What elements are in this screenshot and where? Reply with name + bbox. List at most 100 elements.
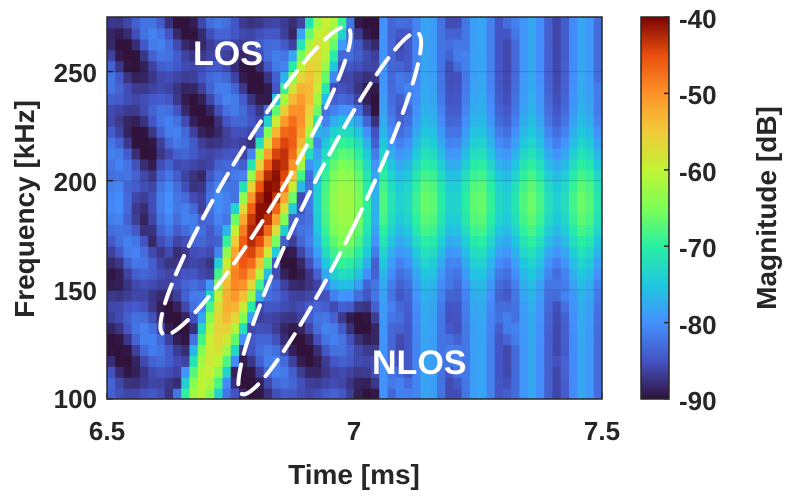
heatmap-cell xyxy=(346,82,356,94)
heatmap-cell xyxy=(503,388,512,399)
heatmap-cell xyxy=(189,278,199,291)
heatmap-cell xyxy=(412,355,422,367)
heatmap-cell xyxy=(379,344,389,356)
heatmap-cell xyxy=(593,213,602,225)
heatmap-cell xyxy=(461,377,471,389)
heatmap-cell xyxy=(527,60,537,73)
heatmap-cell xyxy=(206,257,215,269)
heatmap-cell xyxy=(247,158,257,171)
heatmap-cell xyxy=(305,158,314,171)
heatmap-cell xyxy=(280,333,290,346)
heatmap-cell xyxy=(107,38,116,51)
heatmap-cell xyxy=(420,388,430,399)
heatmap-cell xyxy=(123,202,133,215)
heatmap-cell xyxy=(453,49,463,62)
heatmap-cell xyxy=(107,246,116,258)
heatmap-cell xyxy=(329,311,339,324)
heatmap-cell xyxy=(404,289,413,302)
heatmap-cell xyxy=(527,82,537,94)
heatmap-cell xyxy=(494,71,504,84)
heatmap-cell xyxy=(354,17,364,29)
heatmap-cell xyxy=(362,180,372,193)
heatmap-cell xyxy=(577,333,587,346)
heatmap-cell xyxy=(362,104,372,116)
heatmap-cell xyxy=(354,289,364,302)
heatmap-cell xyxy=(560,147,570,160)
heatmap-cell xyxy=(527,235,537,247)
heatmap-cell xyxy=(239,377,248,389)
heatmap-cell xyxy=(305,344,314,356)
heatmap-cell xyxy=(412,180,422,193)
heatmap-cell xyxy=(173,104,182,116)
heatmap-cell xyxy=(321,93,331,105)
heatmap-cell xyxy=(107,235,116,247)
heatmap-cell xyxy=(552,278,562,291)
heatmap-cell xyxy=(585,235,595,247)
heatmap-cell xyxy=(445,300,455,313)
heatmap-cell xyxy=(461,344,471,356)
heatmap-cell xyxy=(164,224,174,236)
heatmap-cell xyxy=(494,235,504,247)
heatmap-cell xyxy=(338,246,347,258)
heatmap-cell xyxy=(346,60,356,73)
heatmap-cell xyxy=(395,126,405,138)
heatmap-cell xyxy=(338,126,347,138)
heatmap-cell xyxy=(280,311,290,324)
heatmap-cell xyxy=(272,300,281,313)
heatmap-cell xyxy=(288,137,298,149)
heatmap-cell xyxy=(453,82,463,94)
heatmap-cell xyxy=(263,93,273,105)
heatmap-cell xyxy=(263,300,273,313)
heatmap-cell xyxy=(321,71,331,84)
heatmap-cell xyxy=(164,268,174,280)
heatmap-cell xyxy=(115,104,125,116)
heatmap-cell xyxy=(569,49,578,62)
colorbar-tick-label--60: -60 xyxy=(679,157,717,187)
heatmap-cell xyxy=(272,169,281,182)
heatmap-cell xyxy=(181,246,191,258)
heatmap-cell xyxy=(346,246,356,258)
heatmap-cell xyxy=(222,104,232,116)
heatmap-cell xyxy=(387,300,397,313)
heatmap-cell xyxy=(140,213,149,225)
heatmap-cell xyxy=(272,27,281,40)
heatmap-cell xyxy=(164,213,174,225)
heatmap-cell xyxy=(503,17,512,29)
heatmap-cell xyxy=(148,104,158,116)
heatmap-cell xyxy=(255,278,265,291)
heatmap-cell xyxy=(437,93,446,105)
heatmap-cell xyxy=(255,388,265,399)
heatmap-cell xyxy=(569,322,578,335)
heatmap-cell xyxy=(131,104,141,116)
heatmap-cell xyxy=(140,49,149,62)
heatmap-cell xyxy=(305,180,314,193)
heatmap-cell xyxy=(296,246,306,258)
heatmap-cell xyxy=(272,38,281,51)
heatmap-cell xyxy=(494,388,504,399)
heatmap-cell xyxy=(527,311,537,324)
heatmap-cell xyxy=(387,202,397,215)
heatmap-cell xyxy=(354,388,364,399)
heatmap-cell xyxy=(255,344,265,356)
heatmap-cell xyxy=(263,388,273,399)
heatmap-cell xyxy=(494,300,504,313)
heatmap-cell xyxy=(371,158,380,171)
heatmap-cell xyxy=(247,137,257,149)
heatmap-cell xyxy=(321,126,331,138)
heatmap-cell xyxy=(206,224,215,236)
heatmap-cell xyxy=(362,289,372,302)
heatmap-cell xyxy=(107,147,116,160)
heatmap-cell xyxy=(371,60,380,73)
heatmap-cell xyxy=(536,137,545,149)
heatmap-cell xyxy=(387,38,397,51)
heatmap-cell xyxy=(305,137,314,149)
heatmap-cell xyxy=(379,27,389,40)
heatmap-cell xyxy=(296,180,306,193)
heatmap-cell xyxy=(453,300,463,313)
heatmap-cell xyxy=(239,71,248,84)
heatmap-cell xyxy=(494,82,504,94)
heatmap-cell xyxy=(239,322,248,335)
heatmap-cell xyxy=(305,60,314,73)
heatmap-cell xyxy=(296,104,306,116)
heatmap-cell xyxy=(107,60,116,73)
